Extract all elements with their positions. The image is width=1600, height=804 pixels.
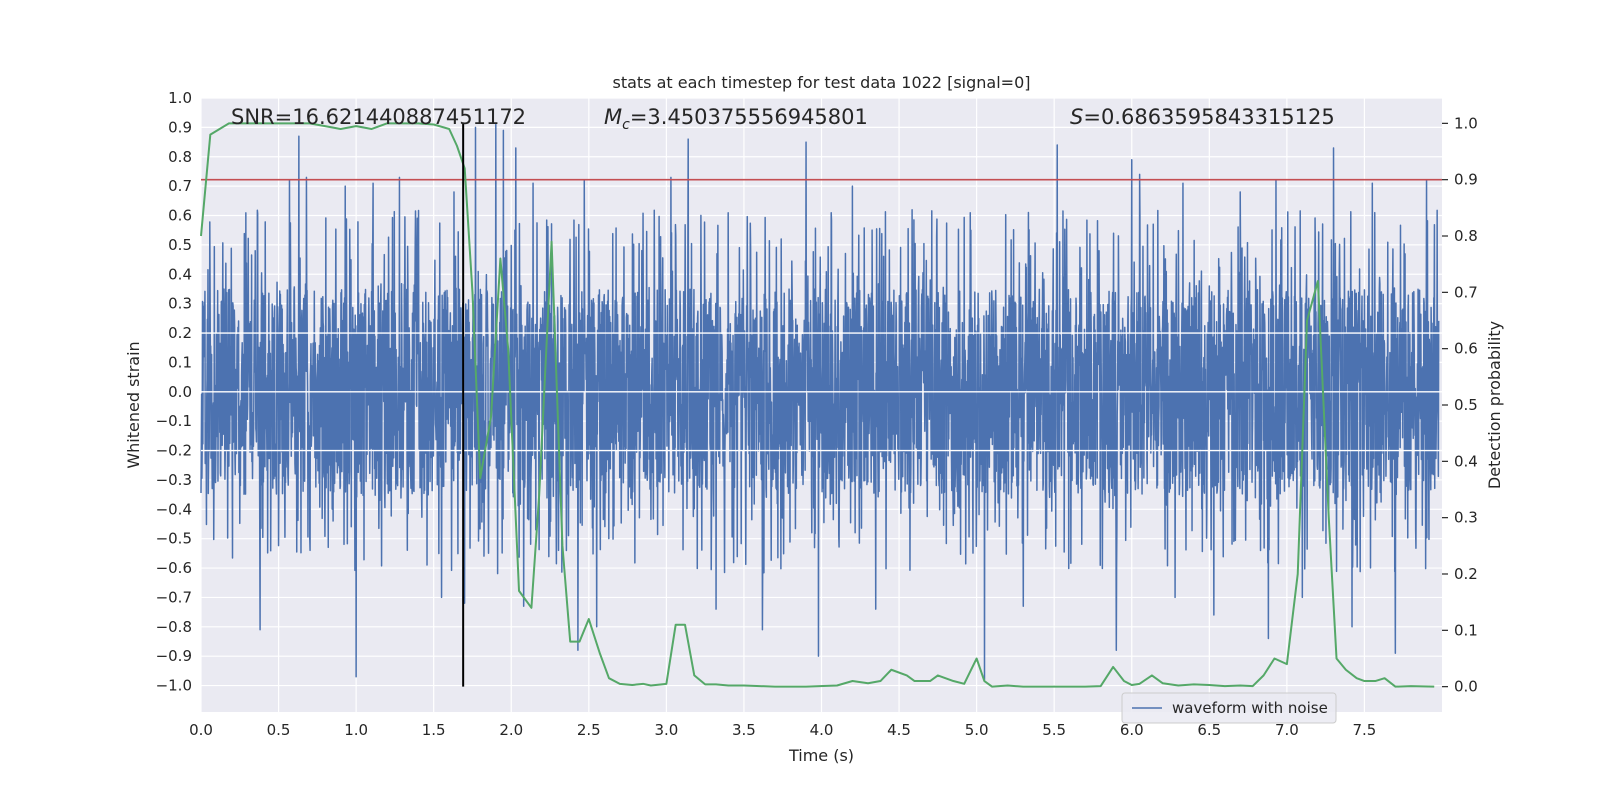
chirp-mass-symbol: M [604, 105, 622, 129]
y2-axis-label: Detection probability [1485, 321, 1504, 489]
x-tick-label: 1.5 [422, 721, 446, 739]
y-tick-label: 0.5 [168, 236, 192, 254]
x-tick-label: 2.0 [499, 721, 523, 739]
x-tick-label: 3.5 [732, 721, 756, 739]
y-tick-label: 0.0 [168, 383, 192, 401]
y2-tick-label: 0.0 [1454, 678, 1478, 696]
y-tick-label: 0.3 [168, 295, 192, 313]
y-tick-label: 0.4 [168, 265, 192, 283]
y-tick-label: −0.7 [156, 588, 192, 606]
tick-layer: 0.0 0.5 1.0 1.5 2.0 2.5 3.0 3.5 4.0 4.5 5.0 5.5 6.0 6… [156, 89, 1478, 739]
y-tick-label: −0.8 [156, 618, 192, 636]
s-symbol: S [1070, 105, 1083, 129]
overlay-layer [200, 122, 1442, 688]
y2-tick-label: 0.8 [1454, 227, 1478, 245]
y2-tick-label: 0.9 [1454, 171, 1478, 189]
x-tick-label: 2.5 [577, 721, 601, 739]
chirp-mass-subscript: c [622, 117, 630, 133]
y-tick-label: 0.8 [168, 148, 192, 166]
y-tick-label: −0.6 [156, 559, 192, 577]
legend-box [1121, 692, 1337, 724]
y-tick-label: −0.5 [156, 530, 192, 548]
snr-annotation: SNR=16.621440887451172 [231, 105, 526, 129]
x-tick-label: 7.5 [1353, 721, 1377, 739]
y-tick-label: −0.1 [156, 412, 192, 430]
y2-tick-label: 0.3 [1454, 509, 1478, 527]
y-tick-label: 0.7 [168, 177, 192, 195]
x-tick-label: 0.0 [189, 721, 213, 739]
y2-tick-label: 0.7 [1454, 283, 1478, 301]
legend-label: waveform with noise [1172, 699, 1328, 717]
x-tick-label: 4.0 [810, 721, 834, 739]
y-tick-label: 1.0 [168, 89, 192, 107]
y-tick-label: 0.2 [168, 324, 192, 342]
s-annotation: S=0.6863595843315125 [1070, 105, 1335, 129]
y-tick-label: −0.4 [156, 500, 192, 518]
y2-tick-label: 0.2 [1454, 565, 1478, 583]
y-tick-label: 0.1 [168, 353, 192, 371]
chart-title: stats at each timestep for test data 102… [612, 73, 1030, 92]
probability-line [200, 122, 1435, 688]
y-tick-label: −0.9 [156, 647, 192, 665]
y2-tick-label: 0.5 [1454, 396, 1478, 414]
y-tick-label: −0.2 [156, 442, 192, 460]
y2-tick-label: 1.0 [1454, 114, 1478, 132]
s-value: =0.6863595843315125 [1083, 105, 1334, 129]
y2-tick-label: 0.1 [1454, 621, 1478, 639]
y-tick-label: −0.3 [156, 471, 192, 489]
y-tick-label: −1.0 [156, 677, 192, 695]
x-tick-label: 7.0 [1275, 721, 1299, 739]
y-tick-label: 0.6 [168, 207, 192, 225]
x-tick-label: 6.5 [1197, 721, 1221, 739]
x-tick-label: 4.5 [887, 721, 911, 739]
chirp-mass-value: =3.450375556945801 [630, 105, 868, 129]
y-axis-label: Whitened strain [124, 341, 143, 468]
y-tick-label: 0.9 [168, 118, 192, 136]
y2-tick-label: 0.4 [1454, 452, 1478, 470]
x-axis-label: Time (s) [788, 746, 854, 765]
chirp-mass-annotation: Mc=3.450375556945801 [604, 105, 868, 133]
x-tick-label: 5.5 [1042, 721, 1066, 739]
legend: waveform with noise [1121, 692, 1337, 724]
x-tick-label: 0.5 [267, 721, 291, 739]
x-tick-label: 5.0 [965, 721, 989, 739]
x-tick-label: 6.0 [1120, 721, 1144, 739]
y2-tick-label: 0.6 [1454, 340, 1478, 358]
x-tick-label: 3.0 [654, 721, 678, 739]
x-tick-label: 1.0 [344, 721, 368, 739]
